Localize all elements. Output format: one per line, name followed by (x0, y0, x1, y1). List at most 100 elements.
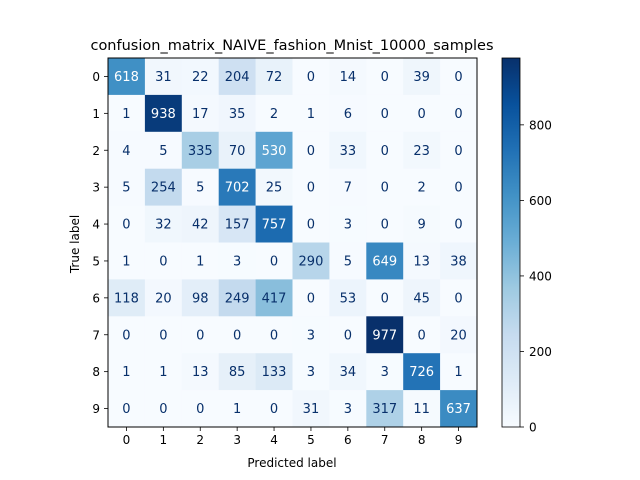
heatmap-cell (329, 168, 367, 206)
cell-value-label: 85 (229, 365, 246, 380)
cell-value-label: 3 (344, 218, 352, 233)
cell-value-label: 22 (192, 70, 209, 85)
heatmap-cell (440, 205, 478, 243)
cell-value-label: 637 (446, 402, 471, 417)
heatmap-cell (329, 58, 367, 96)
heatmap-cell (144, 205, 183, 243)
cell-value-label: 0 (307, 70, 315, 85)
x-tick-label: 1 (160, 433, 168, 447)
heatmap-cell (366, 94, 404, 133)
cell-value-label: 3 (344, 402, 352, 417)
heatmap-cell (181, 94, 219, 133)
cell-value-label: 23 (413, 144, 430, 159)
cell-value-label: 6 (344, 107, 352, 122)
cell-value-label: 3 (307, 328, 315, 343)
heatmap-cell (218, 390, 256, 428)
heatmap-cell (403, 390, 441, 428)
heatmap-cell (440, 94, 478, 133)
cell-value-label: 3 (381, 365, 389, 380)
cell-value-label: 1 (196, 254, 204, 269)
heatmap-cell (255, 242, 293, 280)
heatmap-cell (108, 353, 146, 391)
cell-value-label: 0 (270, 328, 278, 343)
heatmap-cell (440, 131, 478, 169)
cell-value-label: 0 (159, 254, 167, 269)
cell-value-label: 20 (450, 328, 467, 343)
heatmap-cell (366, 205, 404, 243)
heatmap-cell (218, 316, 256, 354)
plot-frame (107, 57, 478, 428)
heatmap-cell (255, 131, 293, 169)
cell-value-label: 13 (192, 365, 209, 380)
cell-value-label: 118 (114, 291, 139, 306)
cell-value-label: 618 (114, 70, 139, 85)
cell-value-label: 4 (122, 144, 130, 159)
cell-value-label: 98 (192, 291, 209, 306)
heatmap-cell (181, 131, 219, 169)
heatmap-cell (255, 168, 293, 206)
cell-value-label: 25 (266, 181, 283, 196)
cell-value-label: 0 (344, 328, 352, 343)
cell-value-label: 977 (372, 328, 397, 343)
heatmap-cell (218, 205, 256, 243)
heatmap-cell (366, 279, 404, 317)
y-axis-ticks: 0 1 2 3 4 5 6 7 8 9 (92, 70, 108, 416)
cell-value-label: 702 (225, 181, 250, 196)
colorbar-tick-label: 200 (529, 345, 552, 359)
x-tick-label: 7 (381, 433, 389, 447)
cell-value-label: 0 (122, 218, 130, 233)
heatmap-cell (292, 353, 330, 391)
cell-value-label: 14 (340, 70, 357, 85)
x-tick-label: 6 (344, 433, 352, 447)
cell-value-label: 0 (270, 402, 278, 417)
heatmap-cell (292, 316, 330, 354)
cell-value-label: 5 (122, 181, 130, 196)
heatmap-cell (366, 316, 404, 354)
heatmap-cell (403, 242, 441, 280)
heatmap-cell (108, 131, 146, 169)
cell-value-label: 0 (307, 144, 315, 159)
cell-value-label: 2 (270, 107, 278, 122)
cell-value-label: 42 (192, 218, 209, 233)
cell-value-label: 0 (381, 70, 389, 85)
x-axis-label: Predicted label (247, 456, 336, 470)
cell-value-label: 39 (413, 70, 430, 85)
y-tick-label: 9 (92, 402, 100, 416)
cell-value-label: 649 (372, 254, 397, 269)
heatmap-cell (181, 58, 219, 96)
x-axis-ticks: 0 1 2 3 4 5 6 7 8 9 (123, 427, 462, 447)
heatmap-cell (144, 168, 183, 206)
cell-value-label: 11 (413, 402, 430, 417)
heatmap-cell (292, 279, 330, 317)
heatmap-cell (255, 353, 293, 391)
heatmap-cell (255, 58, 293, 96)
cell-value-label: 1 (159, 365, 167, 380)
heatmap-cell (144, 242, 183, 280)
cell-value-label: 249 (225, 291, 250, 306)
heatmap-cell (403, 316, 441, 354)
heatmap-cell (218, 94, 256, 133)
heatmap-cell (440, 58, 478, 96)
cell-value-label: 31 (155, 70, 172, 85)
cell-value-label: 1 (122, 254, 130, 269)
heatmap-cell (329, 316, 367, 354)
heatmap-cell (440, 279, 478, 317)
heatmap-cell (329, 205, 367, 243)
cell-value-label: 53 (340, 291, 357, 306)
heatmap-cell (218, 131, 256, 169)
cell-value-label: 38 (450, 254, 467, 269)
heatmap-cell (255, 316, 293, 354)
heatmap-cell (292, 131, 330, 169)
heatmap-cell (144, 353, 183, 391)
heatmap-cell (292, 168, 330, 206)
cell-value-label: 34 (340, 365, 357, 380)
cell-value-label: 0 (418, 328, 426, 343)
heatmap-cell (181, 353, 219, 391)
colorbar-ticks: 0 200 400 600 800 (520, 118, 552, 435)
cell-value-label: 0 (196, 402, 204, 417)
heatmap-cell (366, 242, 404, 280)
cell-value-label: 0 (122, 402, 130, 417)
heatmap-cell-labels: 618 31 22 204 72 0 14 0 39 01 938 17 35 2 1 6 0 0 04 5 335 70… (114, 70, 471, 417)
heatmap-cell (366, 131, 404, 169)
heatmap-cell (108, 205, 146, 243)
